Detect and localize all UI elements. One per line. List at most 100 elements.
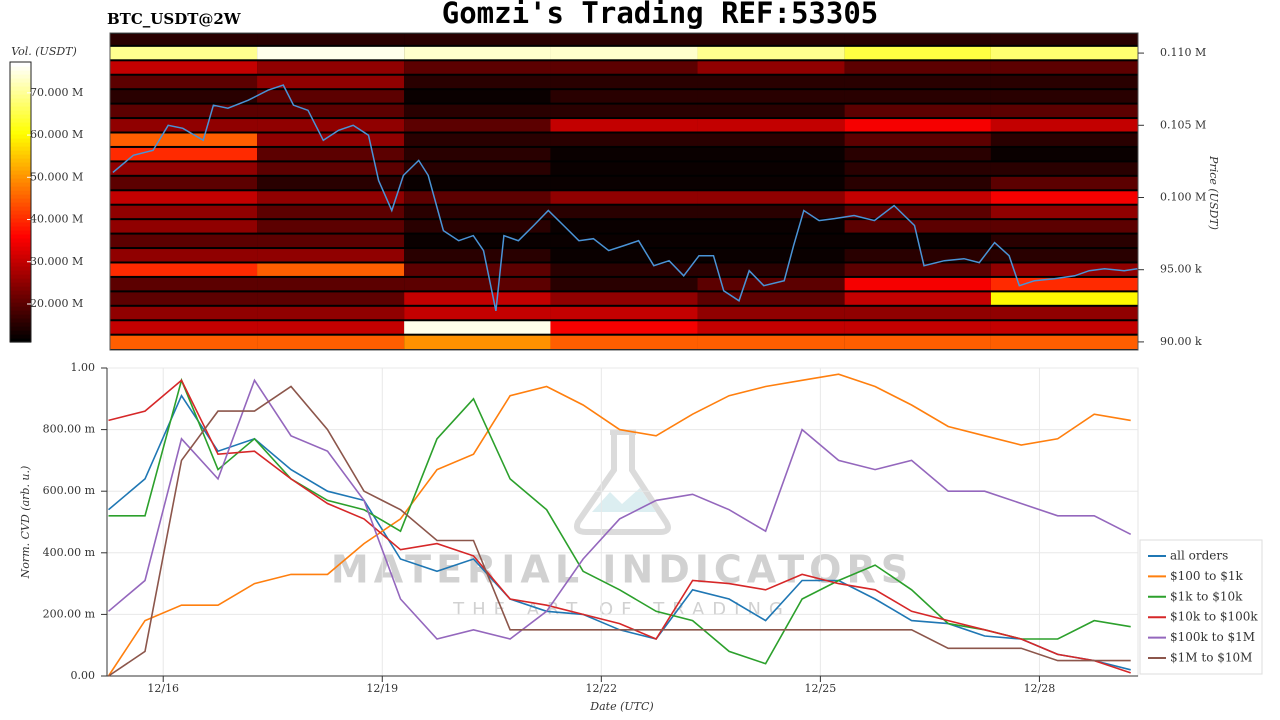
colorbar-strip <box>10 258 31 263</box>
heatmap-cell <box>550 249 698 262</box>
symbol-label: BTC_USDT@2W <box>107 10 242 28</box>
heatmap-cell <box>990 191 1138 204</box>
colorbar-strip <box>10 70 31 75</box>
heatmap-cell <box>110 119 258 132</box>
heatmap-cell <box>990 176 1138 190</box>
heatmap-cell <box>990 292 1138 305</box>
heatmap-cell <box>257 133 405 146</box>
heatmap-cell <box>404 46 551 60</box>
colorbar-strip <box>10 150 31 155</box>
y-tick-label: 800.00 m <box>43 423 96 436</box>
watermark-tagline: THE ART OF TRADING <box>452 599 791 620</box>
colorbar-strip <box>10 286 31 291</box>
watermark-brand: MATERIAL INDICATORS <box>331 548 913 592</box>
heatmap-cell <box>257 162 405 175</box>
colorbar-strip <box>10 242 31 247</box>
colorbar-strip <box>10 114 31 119</box>
heatmap-cell <box>404 61 551 74</box>
heatmap-cell <box>697 34 845 45</box>
heatmap-cell <box>257 191 405 204</box>
heatmap-cell <box>257 234 405 248</box>
legend-box <box>1139 539 1263 675</box>
colorbar-frame <box>9 61 32 343</box>
colorbar-strip <box>10 270 31 275</box>
colorbar-strip <box>10 166 31 171</box>
colorbar-strip <box>10 290 31 295</box>
colorbar-strip <box>10 74 31 79</box>
legend-label: all orders <box>1170 549 1228 563</box>
heatmap-cell <box>550 220 698 233</box>
heatmap-cell <box>990 263 1138 276</box>
colorbar-strip <box>10 122 31 127</box>
heatmap-cell <box>110 205 258 219</box>
heatmap-cell <box>404 34 551 45</box>
heatmap-cell <box>110 292 258 305</box>
colorbar-strip <box>10 262 31 267</box>
legend-label: $10k to $100k <box>1170 610 1258 624</box>
colorbar-strip <box>10 306 31 311</box>
heatmap-cell <box>257 176 405 190</box>
heatmap-cell <box>404 191 551 204</box>
heatmap-cell <box>257 306 405 320</box>
heatmap-cell <box>697 306 845 320</box>
heatmap-cell <box>404 205 551 219</box>
heatmap-cell <box>404 292 551 305</box>
colorbar-strip <box>10 170 31 175</box>
colorbar-strip <box>10 190 31 195</box>
date-axis-label: Date (UTC) <box>589 700 653 713</box>
heatmap-cell <box>844 176 991 190</box>
heatmap-cell <box>550 75 698 89</box>
heatmap-cell <box>257 61 405 74</box>
heatmap-cell <box>990 335 1138 349</box>
heatmap-cell <box>697 191 845 204</box>
colorbar-strip <box>10 94 31 99</box>
colorbar-strip <box>10 134 31 139</box>
colorbar-strip <box>10 238 31 243</box>
colorbar-strip <box>10 218 31 223</box>
heatmap-cell <box>844 61 991 74</box>
colorbar-strip <box>10 234 31 239</box>
y-tick-label: 0.110 M <box>1160 46 1206 59</box>
heatmap-cell <box>404 176 551 190</box>
heatmap-cell <box>697 220 845 233</box>
colorbar-strip <box>10 222 31 227</box>
heatmap-cell <box>550 90 698 103</box>
heatmap-cell <box>257 249 405 262</box>
heatmap-cell <box>990 119 1138 132</box>
colorbar-strip <box>10 130 31 135</box>
heatmap-cell <box>697 321 845 334</box>
heatmap-cell <box>110 34 258 45</box>
heatmap-cell <box>990 162 1138 175</box>
heatmap-cell <box>404 162 551 175</box>
heatmap-cell <box>110 249 258 262</box>
y-tick-label: 0.00 <box>71 669 96 682</box>
colorbar-strip <box>10 110 31 115</box>
heatmap-cell <box>550 321 698 334</box>
heatmap-cell <box>550 292 698 305</box>
colorbar-tick-label: 60.000 M <box>30 128 83 141</box>
heatmap-cell <box>257 90 405 103</box>
legend-label: $1k to $10k <box>1170 589 1243 603</box>
heatmap-cell <box>990 220 1138 233</box>
heatmap-cell <box>844 162 991 175</box>
heatmap-cell <box>550 61 698 74</box>
colorbar-strip <box>10 86 31 91</box>
heatmap-cell <box>844 119 991 132</box>
heatmap-cell <box>990 46 1138 60</box>
heatmap-cell <box>110 220 258 233</box>
flask-liquid <box>592 488 656 512</box>
heatmap-cell <box>990 34 1138 45</box>
heatmap-cell <box>697 90 845 103</box>
colorbar-label: Vol. (USDT) <box>11 45 77 58</box>
heatmap-cell <box>550 46 698 60</box>
colorbar-strip <box>10 138 31 143</box>
colorbar-tick-label: 20.000 M <box>30 297 83 310</box>
heatmap-cell <box>990 75 1138 89</box>
colorbar-strip <box>10 106 31 111</box>
colorbar-strip <box>10 294 31 299</box>
heatmap-cell <box>404 249 551 262</box>
heatmap-cell <box>990 133 1138 146</box>
colorbar-strip <box>10 98 31 103</box>
heatmap-cell <box>550 176 698 190</box>
